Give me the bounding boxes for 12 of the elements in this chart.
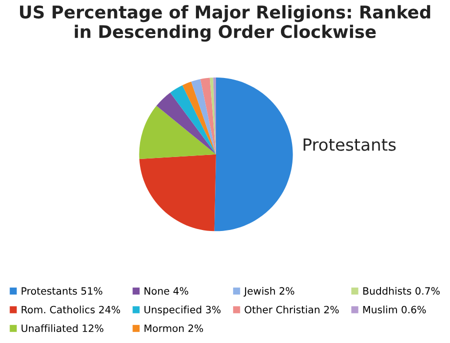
chart-title: US Percentage of Major Religions: Ranked in Descending Order Clockwise [20,5,430,42]
legend-label: Jewish 2% [244,286,294,297]
legend-label: None 4% [144,287,188,295]
legend-label: Muslim 0.6% [363,306,426,314]
legend-label: Buddhists 0.7% [363,286,440,295]
legend-label: Mormon 2% [144,324,203,332]
legend-label: Unaffiliated 12% [22,324,104,332]
legend-label: Other Christian 2% [244,306,339,314]
legend-label: Rom. Catholics 24% [22,306,120,314]
category-label: Protestants 51% [22,287,102,295]
legend-label: Unspecified 3% [144,306,221,316]
slice-label: Protestants [304,138,396,151]
